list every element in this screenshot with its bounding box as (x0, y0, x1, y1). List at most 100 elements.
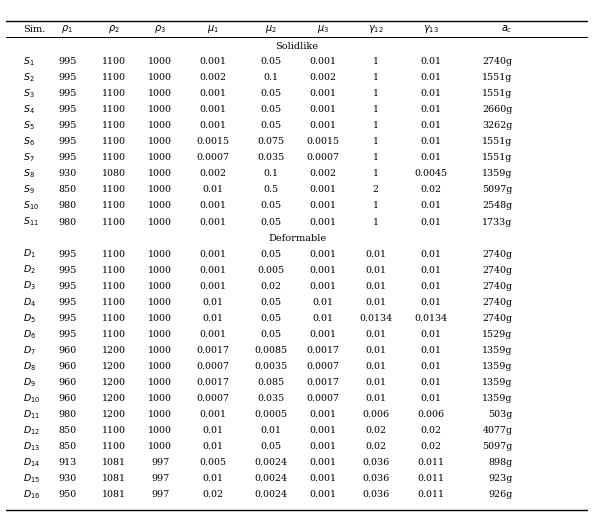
Text: 0.01: 0.01 (421, 89, 441, 98)
Text: 0.0007: 0.0007 (196, 153, 229, 162)
Text: 4077g: 4077g (482, 426, 513, 435)
Text: 0.0017: 0.0017 (307, 346, 340, 355)
Text: 0.001: 0.001 (309, 266, 337, 275)
Text: 1: 1 (372, 89, 378, 98)
Text: 1: 1 (372, 201, 378, 210)
Text: 1: 1 (372, 218, 378, 226)
Text: 997: 997 (151, 491, 169, 499)
Text: 1100: 1100 (102, 105, 126, 114)
Text: $\rho_3$: $\rho_3$ (154, 24, 166, 36)
Text: 2740g: 2740g (482, 57, 513, 66)
Text: 995: 995 (58, 330, 76, 339)
Text: Solidlike: Solidlike (276, 42, 318, 51)
Text: 0.01: 0.01 (421, 57, 441, 66)
Text: 0.1: 0.1 (263, 169, 279, 178)
Text: $\rho_2$: $\rho_2$ (108, 24, 119, 36)
Text: 950: 950 (58, 491, 76, 499)
Text: 850: 850 (58, 426, 76, 435)
Text: 995: 995 (58, 249, 76, 258)
Text: 0.01: 0.01 (365, 378, 386, 387)
Text: 0.05: 0.05 (260, 218, 282, 226)
Text: 0.01: 0.01 (421, 137, 441, 146)
Text: 995: 995 (58, 89, 76, 98)
Text: 0.0005: 0.0005 (254, 410, 287, 419)
Text: 1080: 1080 (102, 169, 126, 178)
Text: 0.01: 0.01 (365, 249, 386, 258)
Text: 1551g: 1551g (482, 73, 513, 82)
Text: 0.085: 0.085 (257, 378, 285, 387)
Text: 2660g: 2660g (482, 105, 513, 114)
Text: 995: 995 (58, 282, 76, 291)
Text: 0.01: 0.01 (421, 249, 441, 258)
Text: 0.01: 0.01 (260, 426, 282, 435)
Text: 5097g: 5097g (482, 186, 513, 195)
Text: 1100: 1100 (102, 282, 126, 291)
Text: 0.0015: 0.0015 (307, 137, 340, 146)
Text: 0.01: 0.01 (421, 298, 441, 307)
Text: $\gamma_{13}$: $\gamma_{13}$ (423, 24, 439, 36)
Text: 0.001: 0.001 (199, 249, 226, 258)
Text: 1000: 1000 (148, 314, 172, 323)
Text: 960: 960 (58, 394, 76, 403)
Text: 0.01: 0.01 (365, 330, 386, 339)
Text: 1000: 1000 (148, 394, 172, 403)
Text: 995: 995 (58, 137, 76, 146)
Text: 0.001: 0.001 (199, 105, 226, 114)
Text: 1100: 1100 (102, 89, 126, 98)
Text: 930: 930 (58, 474, 76, 483)
Text: 0.01: 0.01 (421, 282, 441, 291)
Text: 1: 1 (372, 121, 378, 130)
Text: 0.036: 0.036 (362, 491, 389, 499)
Text: 995: 995 (58, 298, 76, 307)
Text: 0.01: 0.01 (421, 218, 441, 226)
Text: 1081: 1081 (102, 474, 126, 483)
Text: 1000: 1000 (148, 121, 172, 130)
Text: 0.01: 0.01 (365, 266, 386, 275)
Text: 2740g: 2740g (482, 298, 513, 307)
Text: 995: 995 (58, 153, 76, 162)
Text: 0.001: 0.001 (309, 57, 337, 66)
Text: $D_{13}$: $D_{13}$ (23, 440, 40, 453)
Text: 0.0024: 0.0024 (254, 458, 287, 467)
Text: 995: 995 (58, 105, 76, 114)
Text: 0.02: 0.02 (365, 426, 386, 435)
Text: 1000: 1000 (148, 218, 172, 226)
Text: 0.001: 0.001 (199, 121, 226, 130)
Text: 1100: 1100 (102, 153, 126, 162)
Text: 960: 960 (58, 346, 76, 355)
Text: 0.01: 0.01 (202, 298, 223, 307)
Text: 1: 1 (372, 169, 378, 178)
Text: 980: 980 (58, 410, 76, 419)
Text: 1100: 1100 (102, 442, 126, 451)
Text: 0.002: 0.002 (309, 169, 337, 178)
Text: 0.0024: 0.0024 (254, 474, 287, 483)
Text: 1000: 1000 (148, 282, 172, 291)
Text: 1359g: 1359g (482, 394, 513, 403)
Text: $D_4$: $D_4$ (23, 296, 37, 309)
Text: 0.001: 0.001 (199, 410, 226, 419)
Text: 0.01: 0.01 (421, 394, 441, 403)
Text: 2740g: 2740g (482, 266, 513, 275)
Text: $D_{14}$: $D_{14}$ (23, 457, 41, 469)
Text: 0.002: 0.002 (309, 73, 337, 82)
Text: 0.05: 0.05 (260, 57, 282, 66)
Text: 0.02: 0.02 (260, 282, 282, 291)
Text: $S_7$: $S_7$ (23, 152, 35, 164)
Text: 0.035: 0.035 (257, 394, 285, 403)
Text: $\mu_3$: $\mu_3$ (317, 24, 329, 36)
Text: 0.001: 0.001 (309, 330, 337, 339)
Text: $D_9$: $D_9$ (23, 376, 36, 389)
Text: 0.001: 0.001 (309, 442, 337, 451)
Text: 1100: 1100 (102, 57, 126, 66)
Text: 1100: 1100 (102, 330, 126, 339)
Text: 1: 1 (372, 73, 378, 82)
Text: 0.05: 0.05 (260, 121, 282, 130)
Text: 1000: 1000 (148, 201, 172, 210)
Text: 0.001: 0.001 (309, 121, 337, 130)
Text: 1100: 1100 (102, 137, 126, 146)
Text: 5097g: 5097g (482, 442, 513, 451)
Text: 980: 980 (58, 201, 76, 210)
Text: 0.01: 0.01 (202, 426, 223, 435)
Text: 0.05: 0.05 (260, 298, 282, 307)
Text: 2548g: 2548g (482, 201, 513, 210)
